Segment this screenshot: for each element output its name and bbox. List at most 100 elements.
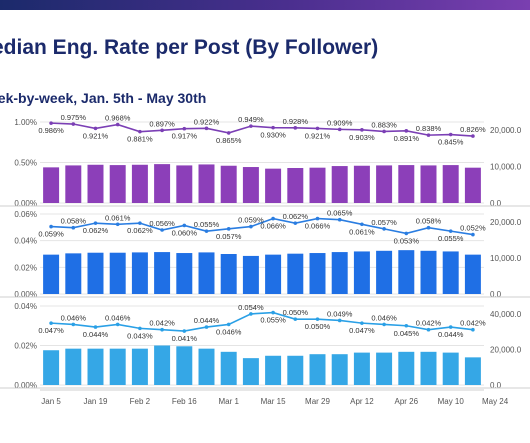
line-data-label: 0.050% (305, 322, 331, 331)
bar (331, 166, 348, 203)
line-point (204, 229, 209, 233)
line-point (293, 221, 298, 225)
line-data-label: 0.921% (305, 131, 331, 140)
left-axis-tick-label: 0.04% (14, 302, 37, 311)
line-point (138, 326, 142, 331)
line-point (404, 129, 409, 133)
line-point (249, 312, 253, 316)
line-point (404, 323, 409, 328)
line-data-label: 0.041% (172, 334, 198, 343)
bar (353, 352, 370, 385)
line-data-label: 0.061% (349, 227, 375, 236)
bar (464, 167, 481, 203)
bar (420, 250, 437, 294)
right-axis-tick-label: 0.0 (490, 290, 502, 299)
line-data-label: 0.042% (460, 319, 486, 328)
line-data-label: 0.046% (61, 313, 87, 322)
bar (376, 250, 393, 294)
line-data-label: 0.060% (172, 228, 198, 237)
line-data-label: 0.053% (394, 236, 420, 245)
bar (376, 352, 393, 385)
line-data-label: 0.042% (149, 319, 175, 328)
line-data-label: 0.928% (283, 117, 309, 126)
line-point (160, 128, 164, 133)
line-data-label: 0.054% (238, 303, 264, 312)
line-data-label: 0.949% (238, 115, 264, 124)
right-axis-tick-label: 20,000.0 (490, 346, 522, 355)
line-point (271, 125, 275, 130)
line-data-label: 0.058% (61, 217, 87, 226)
bar (198, 348, 215, 385)
line-point (182, 329, 187, 333)
line-data-label: 0.930% (260, 131, 286, 140)
line-data-label: 0.986% (38, 126, 64, 135)
trend-line (51, 311, 473, 332)
line-point (426, 133, 431, 137)
right-axis-tick-label: 10,000.0 (490, 163, 522, 172)
line-point (315, 317, 320, 321)
line-point (448, 325, 453, 329)
line-data-label: 0.922% (194, 117, 220, 126)
bar (131, 348, 148, 385)
line-data-label: 0.921% (83, 131, 109, 140)
bar (398, 351, 415, 385)
right-axis-tick-label: 10,000.0 (490, 254, 522, 263)
line-data-label: 0.046% (105, 313, 131, 322)
bar (309, 167, 326, 203)
bar (464, 254, 481, 294)
line-data-label: 0.062% (127, 226, 153, 235)
line-data-label: 0.897% (149, 119, 175, 128)
line-data-label: 0.057% (216, 232, 242, 241)
bar (154, 345, 171, 385)
bar (43, 167, 60, 203)
bar (43, 254, 60, 294)
bar (376, 165, 393, 203)
left-axis-tick-label: 0.06% (14, 210, 37, 219)
line-point (182, 223, 187, 228)
bar (309, 253, 326, 294)
x-axis-tick-label: Apr 12 (350, 397, 374, 406)
line-data-label: 0.052% (460, 224, 486, 233)
bar (154, 252, 171, 294)
engagement-chart: 1.00% 0.50% 0.00% 20,000.0 10,000.0 0.0 0.986%… (0, 113, 530, 406)
x-axis-tick-label: Apr 26 (395, 397, 419, 406)
bar (265, 254, 282, 294)
line-point (271, 216, 275, 221)
bar (65, 253, 82, 294)
right-axis-tick-label: 20,000.0 (490, 218, 522, 227)
line-data-label: 0.045% (394, 329, 420, 338)
line-data-label: 0.055% (260, 316, 286, 325)
line-data-label: 0.065% (327, 209, 353, 218)
x-axis-tick-label: Mar 15 (261, 397, 286, 406)
trend-line (51, 122, 473, 137)
x-axis-tick-label: Jan 5 (41, 397, 61, 406)
line-data-label: 0.066% (305, 222, 331, 231)
x-axis-tick-label: Mar 29 (305, 397, 330, 406)
bar (442, 352, 459, 385)
bar (331, 354, 348, 385)
line-data-label: 0.043% (127, 331, 153, 340)
line-data-label: 0.917% (172, 132, 198, 141)
line-point (160, 327, 164, 332)
line-data-label: 0.826% (460, 125, 486, 134)
left-axis-tick-label: 0.00% (14, 290, 37, 299)
line-data-label: 0.055% (194, 220, 220, 229)
bar (109, 252, 126, 294)
line-data-label: 0.903% (349, 133, 375, 142)
line-point (426, 225, 431, 230)
bar (420, 351, 437, 385)
line-data-label: 0.062% (83, 226, 109, 235)
line-point (182, 126, 187, 131)
line-data-label: 0.042% (416, 319, 442, 328)
line-point (337, 127, 342, 132)
line-point (93, 325, 98, 329)
line-data-label: 0.881% (127, 135, 153, 144)
bar (220, 165, 237, 203)
line-data-label: 0.058% (416, 217, 442, 226)
bar (442, 251, 459, 294)
line-data-label: 0.968% (105, 114, 131, 123)
line-point (115, 322, 120, 327)
line-point (226, 131, 231, 135)
left-axis-tick-label: 0.02% (14, 342, 37, 351)
x-axis-tick-label: Feb 2 (130, 397, 151, 406)
